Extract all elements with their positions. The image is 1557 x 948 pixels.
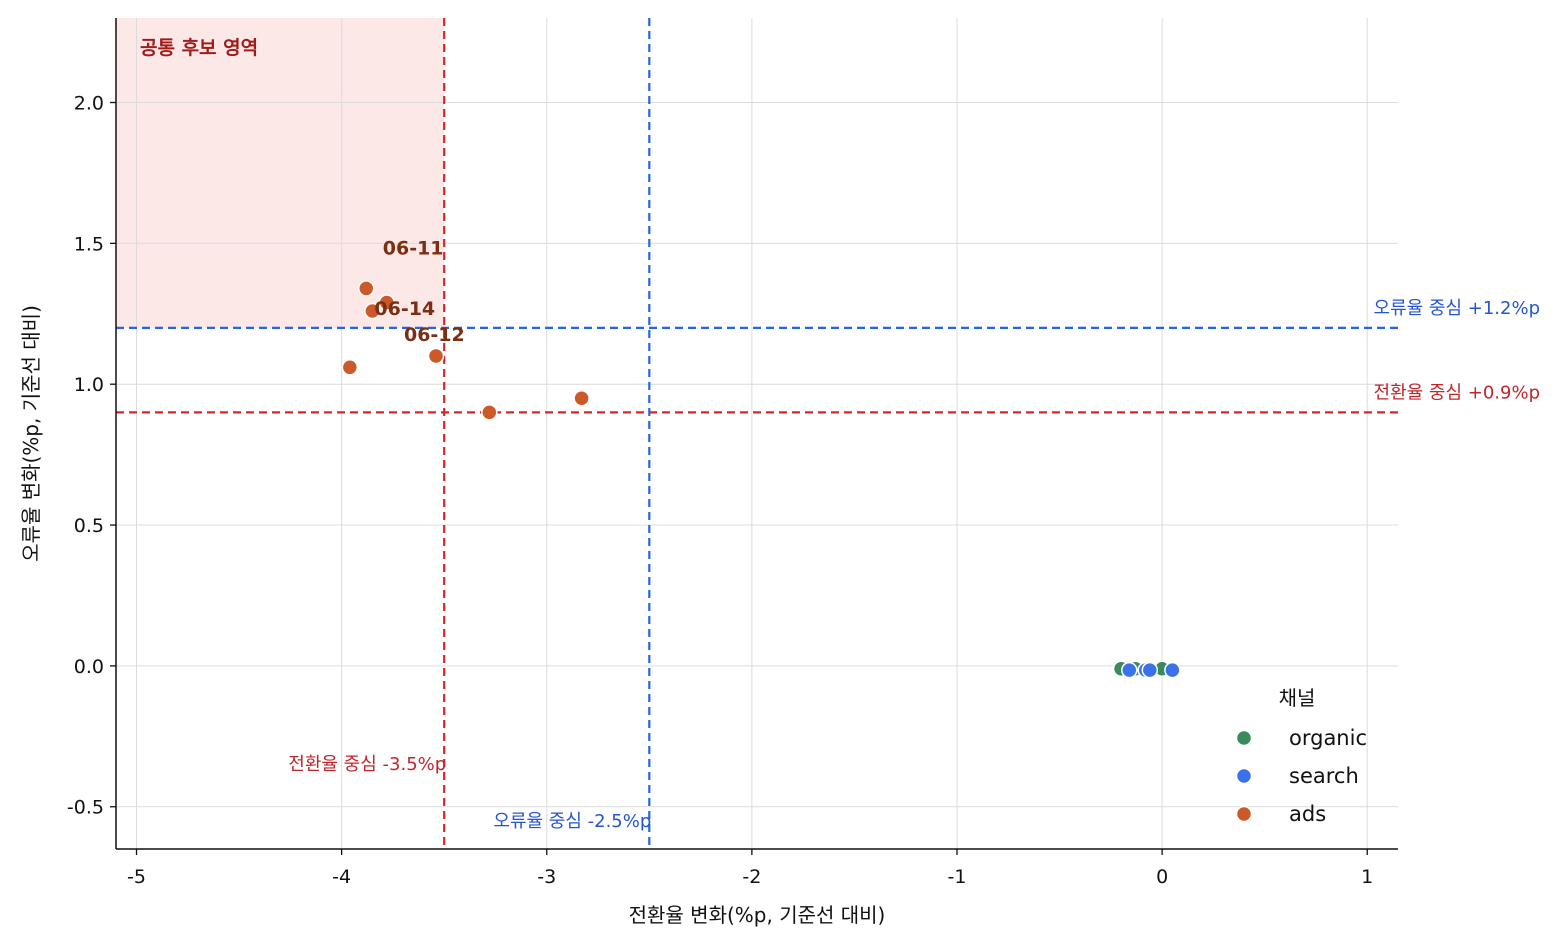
points-layer <box>341 280 1181 679</box>
x-tick-label: -5 <box>127 866 146 888</box>
candidate-region-layer: 공통 후보 영역 <box>116 18 445 328</box>
x-tick-label: -3 <box>537 866 556 888</box>
reference-line-label: 전환율 중심 -3.5%p <box>288 754 446 775</box>
y-tick-label: 0.5 <box>74 515 104 537</box>
x-tick-label: -1 <box>948 866 967 888</box>
data-point-ads <box>357 280 375 297</box>
data-point-ads <box>364 302 381 320</box>
legend-marker-ads <box>1235 805 1253 823</box>
data-point-ads <box>341 359 359 376</box>
data-point-ads <box>481 404 498 421</box>
y-tick-label: 1.0 <box>74 374 104 396</box>
y-tick-label: -0.5 <box>67 797 104 819</box>
reference-line-label: 오류율 중심 +1.2%p <box>1374 298 1540 319</box>
legend: 채널 organic search ads <box>1235 686 1367 826</box>
data-point-search <box>1164 661 1181 679</box>
region-label: 공통 후보 영역 <box>140 37 258 59</box>
reference-line-label: 전환율 중심 +0.9%p <box>1374 382 1540 403</box>
data-point-ads <box>427 347 445 365</box>
point-annotation: 06-14 <box>374 298 435 320</box>
x-tick-label: 1 <box>1361 866 1373 888</box>
point-annotation: 06-12 <box>404 324 465 346</box>
data-point-ads <box>573 390 590 407</box>
data-point-search <box>1121 661 1138 679</box>
x-tick-label: -4 <box>332 866 351 888</box>
axes-layer: -5 -4 -3 -2 -1 0 1 -0.5 0.0 0.5 1.0 1.5 2.0 <box>67 18 1398 888</box>
data-point-ads <box>378 294 396 311</box>
x-tick-label: -2 <box>742 866 761 888</box>
x-axis-label: 전환율 변화(%p, 기준선 대비) <box>629 903 886 927</box>
legend-label-search: search <box>1289 764 1359 788</box>
x-tick-label: 0 <box>1156 866 1168 888</box>
legend-marker-search <box>1235 767 1253 785</box>
legend-label-ads: ads <box>1289 802 1326 826</box>
point-annotation: 06-11 <box>383 238 444 260</box>
grid-layer <box>116 18 1398 849</box>
y-axis-label: 오류율 변화(%p, 기준선 대비) <box>19 305 43 562</box>
y-tick-label: 0.0 <box>74 656 104 678</box>
reference-line-label: 오류율 중심 -2.5%p <box>493 811 651 832</box>
candidate-region <box>116 18 445 328</box>
legend-title: 채널 <box>1279 686 1316 710</box>
legend-marker-organic <box>1235 729 1253 747</box>
legend-label-organic: organic <box>1289 726 1367 750</box>
y-tick-label: 1.5 <box>74 233 104 255</box>
annotations-layer: 06-11 06-14 06-12 <box>374 238 464 347</box>
reference-lines-layer: 전환율 중심 -3.5%p 오류율 중심 -2.5%p 오류율 중심 +1.2%p 전… <box>116 18 1540 849</box>
y-tick-label: 2.0 <box>74 93 104 115</box>
data-point-search <box>1141 661 1159 679</box>
